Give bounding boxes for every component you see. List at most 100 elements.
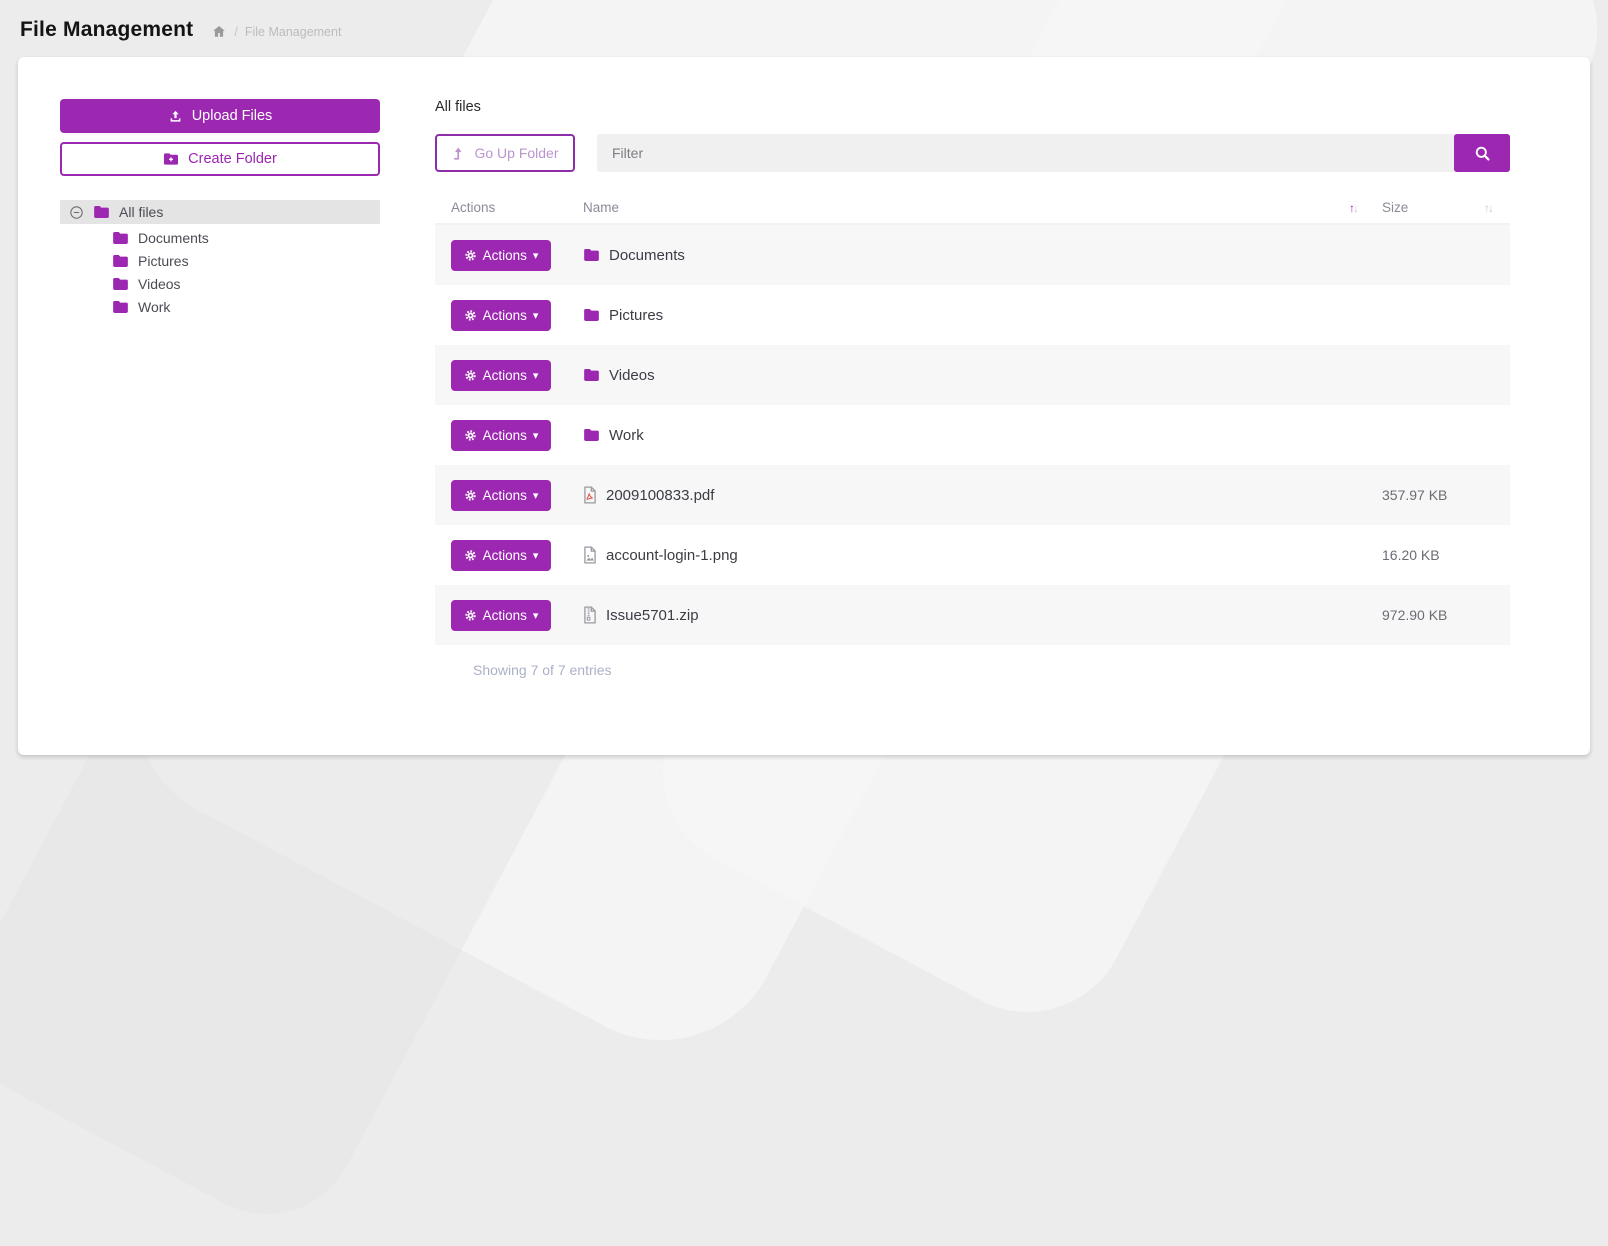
column-header-name[interactable]: Name: [583, 199, 620, 215]
page-title: File Management: [20, 18, 194, 41]
create-folder-label: Create Folder: [188, 151, 277, 167]
folder-icon: [93, 205, 110, 219]
tree-item-label: Documents: [138, 229, 209, 246]
breadcrumb-current: File Management: [244, 24, 342, 39]
row-name[interactable]: Issue5701.zip: [606, 606, 699, 624]
row-actions-label: Actions: [482, 547, 527, 563]
file-pdf-icon: [583, 486, 597, 504]
folder-icon: [112, 277, 129, 291]
row-actions-button[interactable]: Actions ▾: [451, 239, 551, 271]
folder-icon: [112, 231, 129, 245]
folder-icon: [112, 300, 129, 314]
home-icon[interactable]: [211, 24, 227, 39]
caret-down-icon: ▾: [532, 610, 539, 622]
file-archive-icon: [583, 606, 597, 624]
table-body: Actions ▾ Documents Actions ▾ Pictures Actions…: [435, 225, 1510, 645]
upload-icon: [168, 109, 183, 124]
gear-icon: [464, 549, 477, 562]
folder-icon: [583, 308, 600, 322]
tree-item-label: Pictures: [138, 252, 189, 269]
sort-name-icon[interactable]: ↑↓: [1349, 200, 1359, 215]
tree-item-videos[interactable]: Videos: [60, 272, 380, 295]
current-folder-label: All files: [435, 99, 481, 115]
table-row: Actions ▾ 2009100833.pdf 357.97 KB: [435, 465, 1510, 525]
sort-size-icon[interactable]: ↑↓: [1484, 200, 1494, 215]
toolbar: Go Up Folder: [435, 134, 1510, 172]
row-size: 972.90 KB: [1382, 607, 1448, 623]
gear-icon: [464, 609, 477, 622]
file-manager-card: Upload Files Create Folder All files: [18, 57, 1590, 755]
gear-icon: [464, 489, 477, 502]
row-actions-button[interactable]: Actions ▾: [451, 419, 551, 451]
tree-item-label: Videos: [138, 275, 181, 292]
row-name[interactable]: Pictures: [609, 306, 664, 324]
row-actions-label: Actions: [482, 247, 527, 263]
entries-count-label: Showing 7 of 7 entries: [473, 662, 612, 678]
column-header-actions: Actions: [451, 199, 496, 215]
row-actions-button[interactable]: Actions ▾: [451, 299, 551, 331]
column-header-size[interactable]: Size: [1382, 199, 1409, 215]
caret-down-icon: ▾: [532, 430, 539, 442]
gear-icon: [464, 429, 477, 442]
row-name[interactable]: 2009100833.pdf: [606, 486, 715, 504]
folder-icon: [583, 368, 600, 382]
gear-icon: [464, 309, 477, 322]
folder-tree: All files Documents Pictures Videos Wor: [60, 200, 380, 318]
row-name[interactable]: Documents: [609, 246, 685, 264]
row-name[interactable]: Work: [609, 426, 644, 444]
filter-input[interactable]: [597, 134, 1510, 172]
row-name[interactable]: account-login-1.png: [606, 546, 738, 564]
collapse-minus-icon[interactable]: [69, 205, 84, 220]
filter-wrap: [597, 134, 1510, 172]
row-size: 357.97 KB: [1382, 487, 1448, 503]
tree-item-pictures[interactable]: Pictures: [60, 249, 380, 272]
caret-down-icon: ▾: [532, 310, 539, 322]
upload-files-button[interactable]: Upload Files: [60, 99, 380, 133]
tree-item-documents[interactable]: Documents: [60, 226, 380, 249]
row-name[interactable]: Videos: [609, 366, 655, 384]
row-actions-label: Actions: [482, 607, 527, 623]
row-actions-label: Actions: [482, 487, 527, 503]
row-actions-button[interactable]: Actions ▾: [451, 599, 551, 631]
row-actions-label: Actions: [482, 367, 527, 383]
tree-children: Documents Pictures Videos Work: [60, 226, 380, 318]
gear-icon: [464, 249, 477, 262]
row-actions-label: Actions: [482, 427, 527, 443]
page-header: File Management / File Management: [20, 18, 341, 42]
row-size: 16.20 KB: [1382, 547, 1440, 563]
create-folder-button[interactable]: Create Folder: [60, 142, 380, 176]
breadcrumb: / File Management: [211, 24, 341, 39]
caret-down-icon: ▾: [532, 370, 539, 382]
gear-icon: [464, 369, 477, 382]
folder-icon: [583, 428, 600, 442]
table-row: Actions ▾ account-login-1.png 16.20 KB: [435, 525, 1510, 585]
row-actions-button[interactable]: Actions ▾: [451, 479, 551, 511]
upload-files-label: Upload Files: [191, 108, 273, 124]
folder-plus-icon: [163, 152, 179, 166]
search-button[interactable]: [1454, 134, 1510, 172]
tree-item-label: Work: [138, 298, 171, 315]
main-panel: All files Go Up Folder Actions Name ↑↓: [435, 99, 1510, 713]
level-up-icon: [451, 146, 465, 161]
breadcrumb-separator: /: [234, 24, 238, 39]
table-row: Actions ▾ Issue5701.zip 972.90 KB: [435, 585, 1510, 645]
folder-icon: [583, 248, 600, 262]
table-row: Actions ▾ Videos: [435, 345, 1510, 405]
table-row: Actions ▾ Work: [435, 405, 1510, 465]
row-actions-label: Actions: [482, 307, 527, 323]
go-up-folder-button[interactable]: Go Up Folder: [435, 134, 575, 172]
row-actions-button[interactable]: Actions ▾: [451, 539, 551, 571]
file-image-icon: [583, 546, 597, 564]
caret-down-icon: ▾: [532, 250, 539, 262]
tree-item-work[interactable]: Work: [60, 295, 380, 318]
table-row: Actions ▾ Documents: [435, 225, 1510, 285]
caret-down-icon: ▾: [532, 490, 539, 502]
caret-down-icon: ▾: [532, 550, 539, 562]
folder-icon: [112, 254, 129, 268]
table-header: Actions Name ↑↓ Size ↑↓: [435, 191, 1510, 225]
search-icon: [1474, 145, 1491, 162]
tree-item-all-files[interactable]: All files: [60, 200, 380, 224]
sidebar: Upload Files Create Folder All files: [60, 99, 380, 713]
table-row: Actions ▾ Pictures: [435, 285, 1510, 345]
row-actions-button[interactable]: Actions ▾: [451, 359, 551, 391]
